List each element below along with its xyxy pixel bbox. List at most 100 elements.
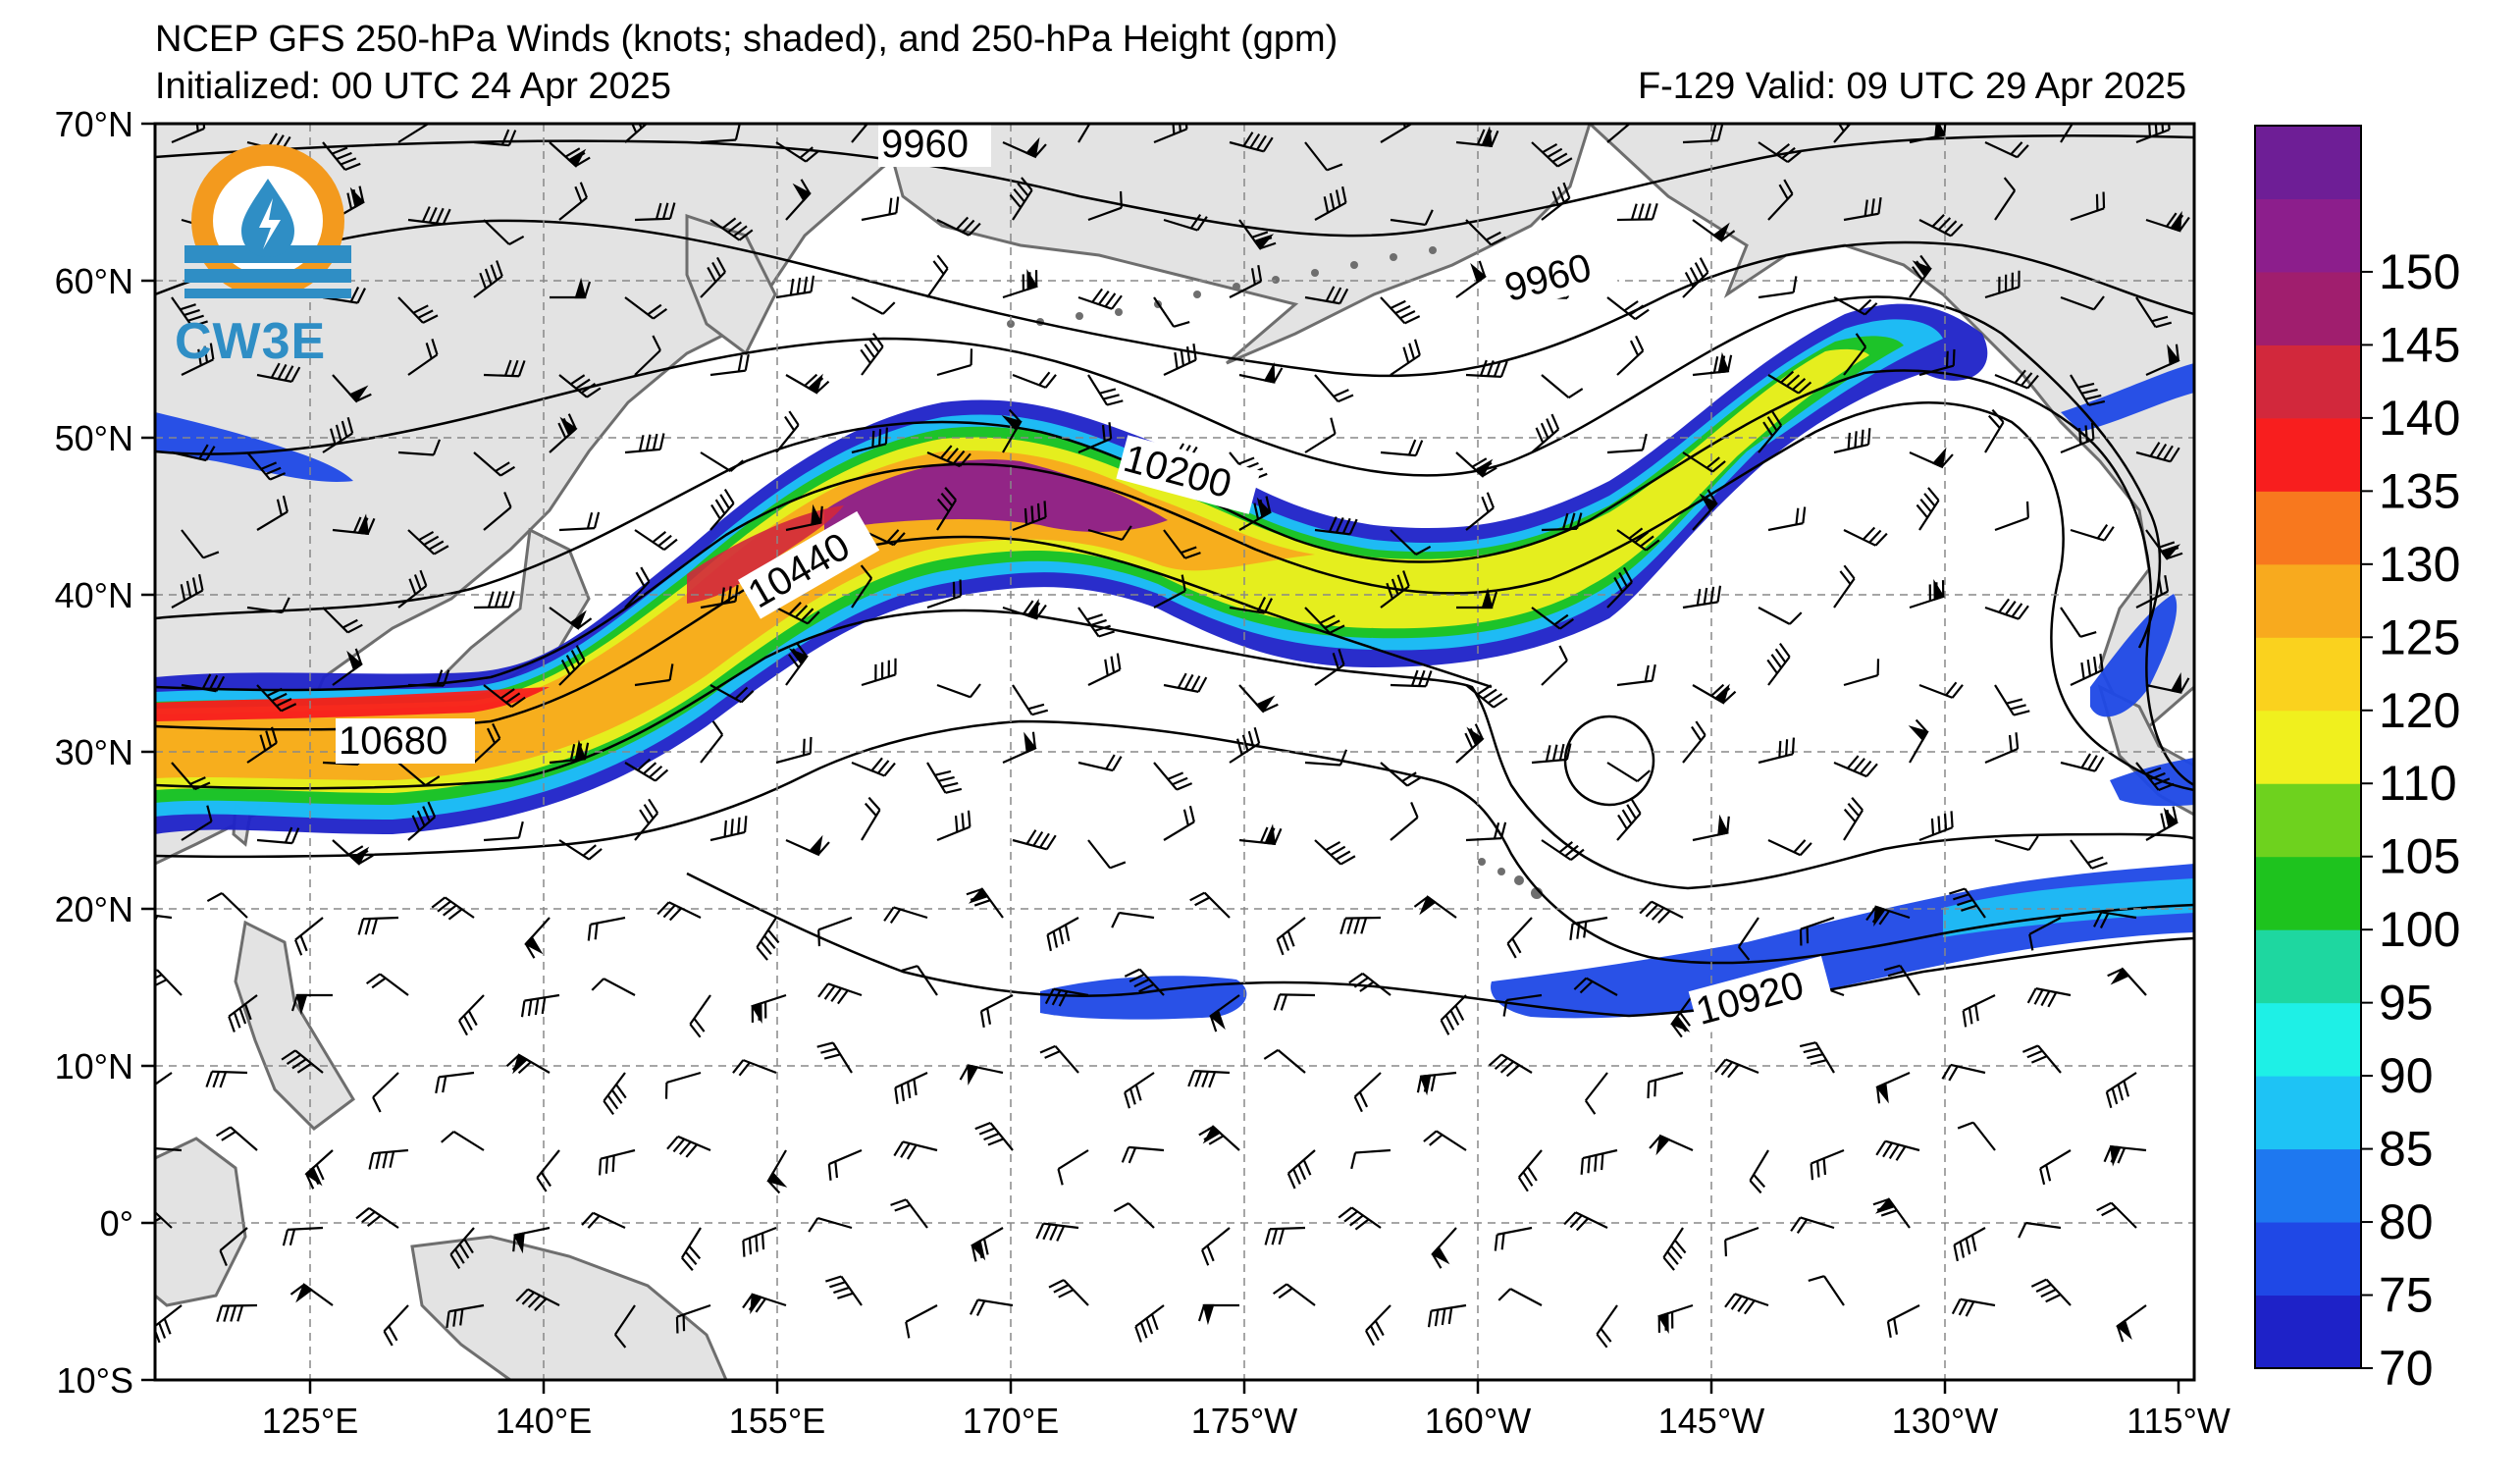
- jet-alaska-coast: [2061, 363, 2194, 432]
- wind-barb: [1497, 1288, 1543, 1306]
- wind-barb: [1541, 645, 1568, 686]
- lat-tick: 30°N: [55, 732, 133, 772]
- wind-barb: [1682, 585, 1722, 609]
- wind-barb: [1758, 410, 1783, 453]
- wind-barb: [1984, 598, 2029, 620]
- wind-barb: [1994, 369, 2039, 390]
- lat-tick: 20°N: [55, 889, 133, 929]
- wind-barb: [446, 1303, 485, 1329]
- wind-barb: [926, 254, 949, 298]
- lon-tick: 145°W: [1658, 1401, 1764, 1441]
- wind-barb: [216, 1303, 258, 1323]
- wind-barb: [890, 1198, 928, 1229]
- wind-barb: [483, 219, 525, 245]
- wind-barb: [1390, 669, 1433, 688]
- wind-barb: [397, 569, 428, 609]
- wind-barb: [2070, 191, 2106, 222]
- wind-barb: [700, 720, 724, 764]
- wind-barb: [1833, 564, 1856, 609]
- lat-tick: 50°N: [55, 418, 133, 458]
- wind-barb: [1304, 607, 1345, 634]
- wind-barb: [1682, 124, 1724, 144]
- wind-barb: [1909, 578, 1945, 609]
- wind-barb: [290, 993, 333, 1016]
- wind-barb: [1229, 264, 1263, 298]
- wind-barb: [1984, 408, 2005, 453]
- lat-tick: 10°S: [57, 1360, 133, 1401]
- wind-barb: [1606, 762, 1651, 783]
- wind-barbs: [155, 124, 2190, 1349]
- wind-barb: [215, 1126, 258, 1151]
- wind-barb: [1012, 829, 1057, 851]
- wind-barb: [664, 1071, 702, 1099]
- wind-barb: [1431, 1227, 1457, 1269]
- wind-barb: [974, 1122, 1014, 1151]
- wind-barb: [2116, 1304, 2147, 1343]
- wind-barb: [587, 916, 626, 941]
- wind-barb: [1046, 917, 1079, 952]
- wind-barb: [1682, 451, 1726, 473]
- wind-barb: [2070, 524, 2115, 542]
- wind-barb: [1380, 570, 1410, 609]
- lon-tick: 155°E: [729, 1401, 825, 1441]
- wind-barb: [1229, 597, 1273, 614]
- wind-barb: [1596, 1304, 1618, 1349]
- wind-barb: [171, 573, 204, 609]
- lon-tick: 160°W: [1425, 1401, 1531, 1441]
- wind-barb: [775, 736, 813, 765]
- wind-barb: [1087, 839, 1127, 870]
- wind-barb: [1455, 451, 1497, 478]
- wind-barb: [2060, 295, 2105, 311]
- wind-barb: [2018, 1221, 2062, 1239]
- wind-barb: [1455, 126, 1499, 148]
- axis-ticks: [141, 122, 2180, 1394]
- wind-barb: [1918, 348, 1956, 377]
- wind-barb: [1843, 659, 1880, 687]
- wind-barb: [936, 487, 958, 531]
- wind-barb: [1494, 1226, 1533, 1251]
- wind-barb: [1365, 1304, 1391, 1347]
- wind-barb: [171, 762, 211, 791]
- wind-barb: [689, 994, 711, 1038]
- wind-barb: [1286, 1149, 1316, 1190]
- wind-barb: [1649, 1134, 1694, 1156]
- wind-barb: [549, 739, 590, 765]
- wind-barb: [1035, 1222, 1079, 1242]
- wind-barb: [1790, 1216, 1835, 1234]
- contour-10080: [155, 219, 2194, 378]
- wind-barb: [1380, 296, 1421, 325]
- wind-barb: [883, 906, 928, 924]
- wind-barb: [256, 826, 300, 845]
- wind-barb: [732, 1059, 777, 1077]
- wind-barb: [1875, 1071, 1911, 1104]
- wind-barb: [1427, 1303, 1467, 1328]
- wind-barb: [926, 445, 971, 468]
- wind-barb: [1606, 433, 1648, 454]
- jet-northwest: [155, 412, 353, 482]
- wind-barb: [1163, 529, 1201, 559]
- wind-barb: [1163, 672, 1208, 693]
- wind-barb: [1002, 136, 1047, 159]
- wind-barb: [1187, 1070, 1231, 1088]
- wind-barb: [1724, 1226, 1759, 1257]
- wind-barb: [936, 683, 981, 699]
- wind-barb: [1737, 917, 1759, 961]
- graticule: [155, 124, 2194, 1380]
- jet-band-140: [687, 505, 844, 604]
- wind-barb: [1198, 1125, 1240, 1151]
- wind-barb: [979, 994, 1014, 1029]
- wind-barb: [1002, 268, 1038, 299]
- wind-barb: [1843, 797, 1864, 841]
- wind-barb: [1087, 525, 1132, 541]
- wind-barb: [1517, 1149, 1543, 1192]
- wind-barb: [1639, 900, 1684, 924]
- wind-barb: [1304, 417, 1337, 453]
- wind-barb: [851, 757, 896, 777]
- wind-barb: [1984, 732, 2020, 765]
- wind-barb: [1314, 185, 1347, 221]
- land-borneo: [155, 1137, 247, 1307]
- wind-barb: [558, 511, 601, 532]
- wind-barb: [785, 642, 809, 686]
- lon-tick: 130°W: [1892, 1401, 1998, 1441]
